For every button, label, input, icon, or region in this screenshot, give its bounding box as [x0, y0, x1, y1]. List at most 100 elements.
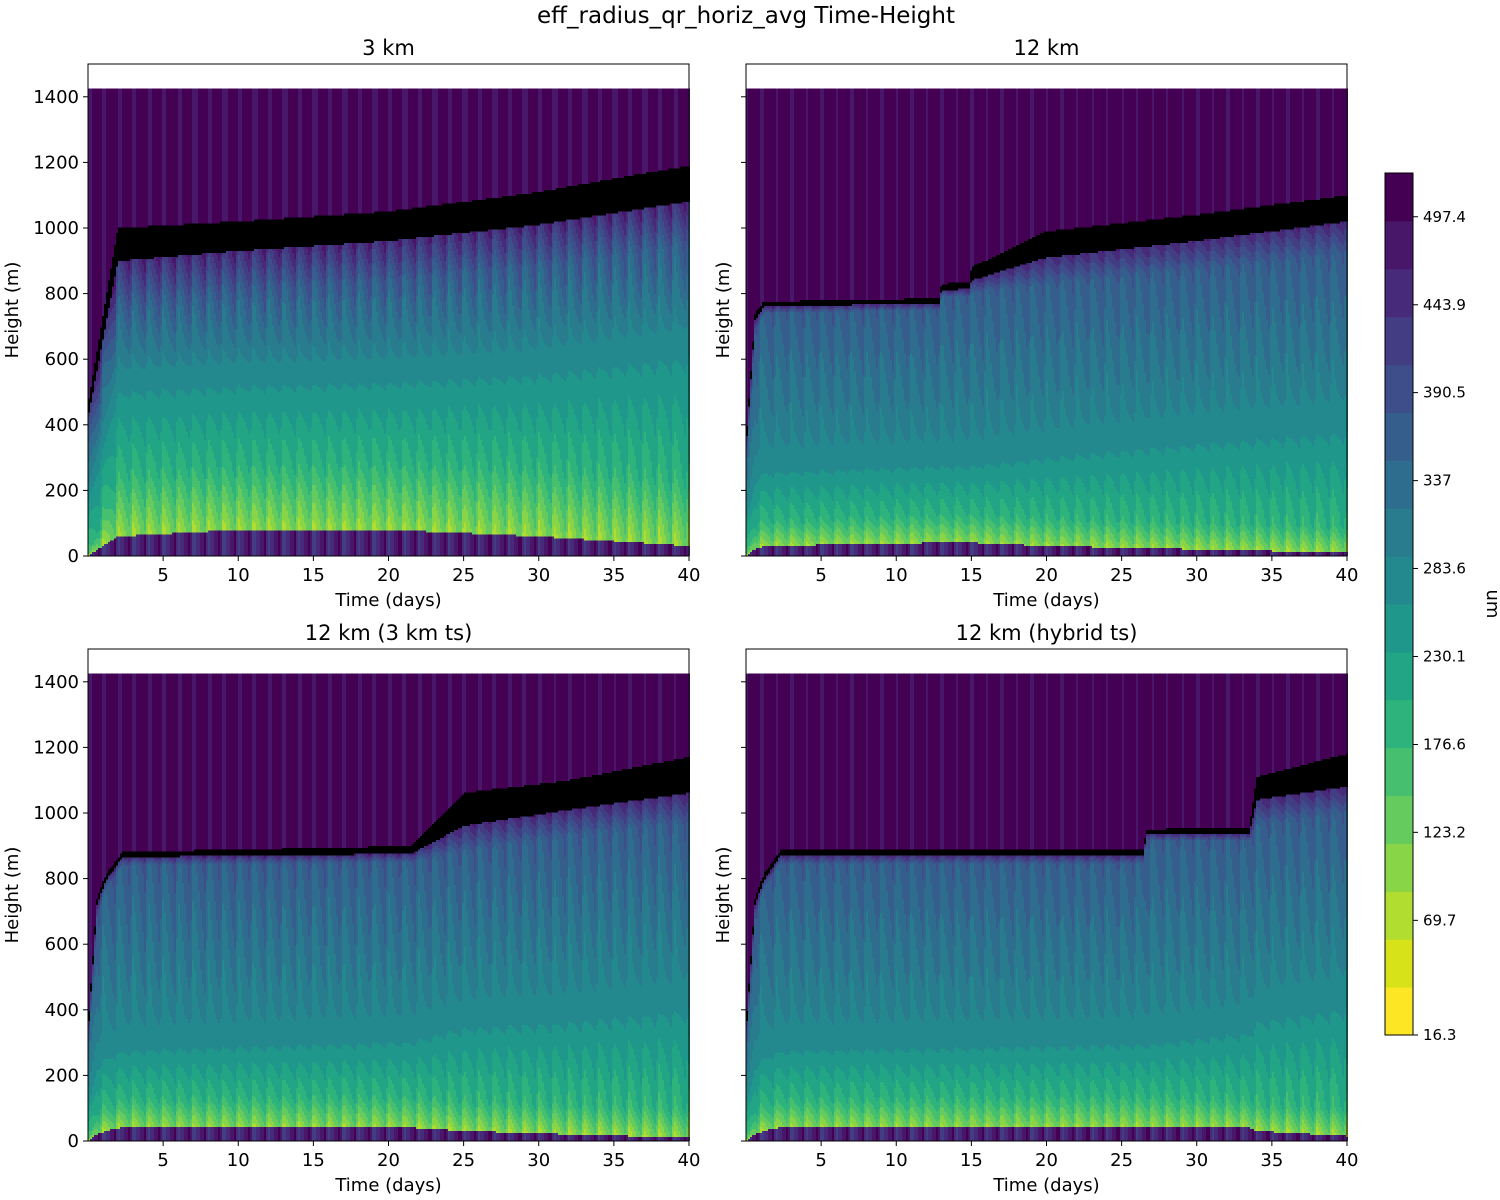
heatmap-cell — [120, 239, 122, 241]
heatmap-cell — [128, 235, 130, 237]
heatmap-cell — [104, 316, 106, 318]
heatmap-cell — [112, 294, 114, 308]
heatmap-cell — [152, 456, 154, 482]
heatmap-cell — [134, 241, 136, 243]
heatmap-cell — [156, 255, 158, 257]
heatmap-cell — [162, 416, 164, 442]
heatmap-cell — [128, 271, 130, 285]
heatmap-cell — [146, 235, 148, 237]
heatmap-cell — [180, 235, 182, 237]
heatmap-cell — [132, 239, 134, 241]
heatmap-cell — [120, 497, 122, 515]
heatmap-cell — [132, 233, 134, 235]
heatmap-cell — [146, 245, 148, 247]
heatmap-cell — [120, 251, 122, 253]
heatmap-cell — [118, 491, 120, 509]
heatmap-cell — [204, 332, 206, 350]
heatmap-cell — [206, 245, 208, 247]
heatmap-cell — [188, 523, 190, 533]
heatmap-cell — [100, 341, 102, 343]
heatmap-cell — [192, 227, 194, 229]
heatmap-cell — [162, 249, 164, 251]
heatmap-cell — [136, 334, 138, 364]
heatmap-cell — [172, 277, 174, 293]
heatmap-cell — [154, 229, 156, 231]
heatmap-cell — [96, 399, 98, 409]
heatmap-cell — [120, 245, 122, 247]
heatmap-cell — [202, 288, 204, 308]
heatmap-cell — [108, 343, 110, 361]
heatmap-cell — [154, 365, 156, 395]
heatmap-cell — [184, 231, 186, 233]
heatmap-cell — [150, 300, 152, 326]
heatmap-cell — [204, 241, 206, 243]
heatmap-cell — [204, 526, 206, 532]
heatmap-cell — [184, 485, 186, 507]
heatmap-cell — [104, 521, 106, 531]
heatmap-cell — [200, 241, 202, 243]
heatmap-cell — [140, 239, 142, 241]
heatmap-cell — [136, 241, 138, 243]
heatmap-cell — [98, 432, 100, 446]
heatmap-cell — [132, 469, 134, 489]
heatmap-cell — [130, 290, 132, 306]
heatmap-cell — [186, 286, 188, 304]
heatmap-cell — [152, 424, 154, 455]
heatmap-cell — [196, 249, 198, 251]
heatmap-cell — [98, 418, 100, 432]
heatmap-cell — [142, 521, 144, 535]
heatmap-cell — [188, 367, 190, 397]
heatmap-cell — [180, 237, 182, 239]
heatmap-cell — [136, 249, 138, 251]
heatmap-cell — [164, 294, 166, 318]
heatmap-cell — [186, 239, 188, 241]
heatmap-cell — [172, 330, 174, 348]
heatmap-cell — [94, 428, 96, 446]
heatmap-cell — [192, 414, 194, 442]
heatmap-cell — [118, 237, 120, 239]
heatmap-cell — [100, 538, 102, 548]
heatmap-cell — [162, 505, 164, 523]
heatmap-cell — [128, 89, 130, 228]
heatmap-cell — [174, 298, 176, 318]
heatmap-cell — [92, 385, 94, 387]
heatmap-cell — [116, 249, 118, 251]
heatmap-cell — [192, 487, 194, 503]
heatmap-cell — [200, 267, 202, 283]
heatmap-cell — [140, 253, 142, 255]
heatmap-cell — [182, 361, 184, 391]
heatmap-cell — [114, 458, 116, 493]
heatmap-cell — [126, 436, 128, 473]
heatmap-cell — [104, 338, 106, 350]
heatmap-cell — [192, 245, 194, 247]
heatmap-cell — [134, 89, 136, 228]
heatmap-cell — [142, 477, 144, 499]
heatmap-cell — [142, 243, 144, 245]
heatmap-cell — [102, 341, 104, 355]
heatmap-cell — [124, 233, 126, 235]
heatmap-cell — [122, 245, 124, 247]
heatmap-cell — [196, 225, 198, 227]
heatmap-cell — [136, 275, 138, 291]
heatmap-cell — [140, 259, 142, 273]
heatmap-cell — [176, 231, 178, 233]
heatmap-cell — [134, 231, 136, 233]
heatmap-cell — [144, 235, 146, 237]
heatmap-cell — [186, 345, 188, 365]
heatmap-cell — [168, 249, 170, 251]
heatmap-cell — [156, 229, 158, 231]
heatmap-cell — [122, 233, 124, 235]
heatmap-cell — [172, 233, 174, 235]
heatmap-cell — [140, 345, 142, 367]
heatmap-cell — [124, 247, 126, 249]
heatmap-cell — [184, 237, 186, 239]
heatmap-cell — [150, 247, 152, 249]
heatmap-cell — [112, 267, 114, 269]
heatmap-cell — [186, 225, 188, 227]
heatmap-cell — [92, 509, 94, 529]
heatmap-cell — [114, 273, 116, 275]
heatmap-cell — [128, 229, 130, 231]
heatmap-cell — [90, 511, 92, 529]
heatmap-cell — [158, 253, 160, 255]
heatmap-cell — [180, 493, 182, 511]
